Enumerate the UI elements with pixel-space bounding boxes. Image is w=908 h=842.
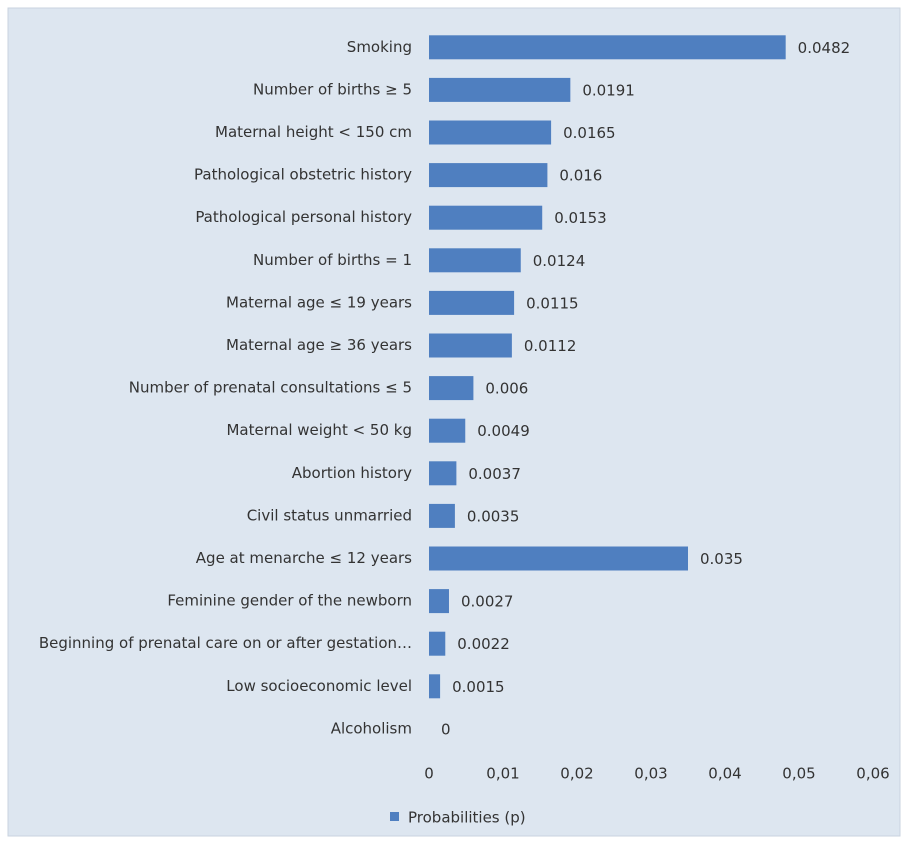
bar	[429, 418, 466, 443]
category-label: Maternal age ≤ 19 years	[226, 293, 412, 311]
value-label: 0.0112	[524, 337, 577, 355]
bar	[429, 631, 446, 656]
value-label: 0.0027	[461, 593, 513, 611]
bar	[429, 333, 512, 358]
category-label: Number of births ≥ 5	[253, 80, 412, 98]
value-label: 0.0049	[477, 422, 530, 440]
category-label: Maternal age ≥ 36 years	[226, 336, 412, 354]
value-label: 0.0165	[563, 124, 616, 142]
value-label: 0.0153	[554, 209, 607, 227]
legend-swatch	[390, 812, 399, 821]
category-label: Low socioeconomic level	[226, 677, 412, 695]
bar	[429, 546, 688, 571]
bar	[429, 248, 521, 273]
bar	[429, 589, 449, 614]
x-tick-label: 0	[424, 765, 434, 783]
value-label: 0.0035	[467, 507, 520, 525]
category-label: Feminine gender of the newborn	[167, 592, 412, 610]
category-label: Number of births = 1	[253, 251, 412, 269]
value-label: 0.035	[700, 550, 743, 568]
category-label: Smoking	[347, 38, 412, 56]
value-label: 0.0124	[533, 252, 586, 270]
x-tick-label: 0,04	[708, 765, 741, 783]
category-label: Beginning of prenatal care on or after g…	[39, 634, 412, 652]
legend-label: Probabilities (p)	[408, 809, 526, 827]
x-tick-label: 0,03	[634, 765, 667, 783]
bar	[429, 120, 552, 145]
bar	[429, 77, 571, 102]
category-label: Number of prenatal consultations ≤ 5	[129, 379, 412, 397]
x-tick-label: 0,02	[560, 765, 593, 783]
value-label: 0.006	[485, 380, 528, 398]
value-label: 0.0037	[468, 465, 521, 483]
value-label: 0.0015	[452, 678, 505, 696]
bar	[429, 376, 474, 401]
category-label: Maternal height < 150 cm	[215, 123, 412, 141]
value-label: 0.0191	[582, 81, 635, 99]
x-tick-label: 0,06	[856, 765, 889, 783]
bar	[429, 503, 455, 528]
bar	[429, 290, 515, 315]
category-label: Civil status unmarried	[247, 506, 412, 524]
value-label: 0.0482	[798, 39, 851, 57]
x-tick-label: 0,01	[486, 765, 519, 783]
value-label: 0.016	[559, 167, 602, 185]
category-label: Alcoholism	[331, 719, 412, 737]
bar	[429, 674, 441, 699]
value-label: 0.0022	[457, 635, 510, 653]
bar	[429, 205, 543, 230]
value-label: 0	[441, 720, 451, 738]
category-label: Pathological obstetric history	[194, 166, 412, 184]
category-label: Maternal weight < 50 kg	[226, 421, 412, 439]
value-label: 0.0115	[526, 294, 579, 312]
bar	[429, 163, 548, 188]
bar	[429, 461, 457, 486]
category-label: Age at menarche ≤ 12 years	[196, 549, 412, 567]
category-label: Abortion history	[292, 464, 412, 482]
bar	[429, 35, 786, 60]
category-label: Pathological personal history	[195, 208, 412, 226]
x-tick-label: 0,05	[782, 765, 815, 783]
